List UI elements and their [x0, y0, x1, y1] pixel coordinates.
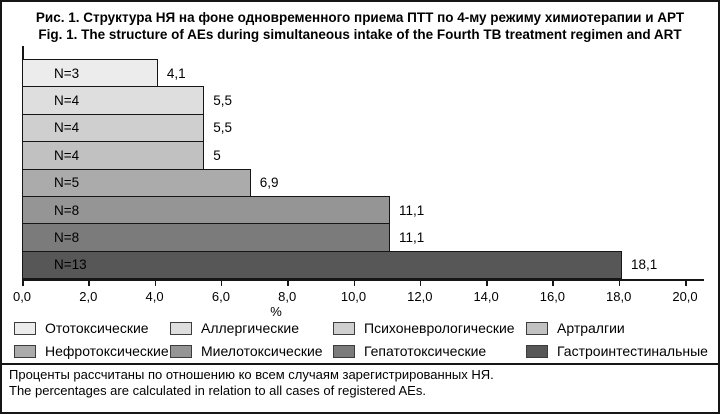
legend-label: Ототоксические: [45, 320, 149, 336]
x-axis-tick-label: 18,0: [606, 289, 632, 304]
legend-label: Миелотоксические: [201, 343, 323, 359]
bar-chart-plot-area: N=3 4,1 N=4 5,5 N=4 5,5 N=4 5 N=5 6,9 N=8 11,1 N=8 11…: [13, 46, 712, 319]
bar-n-label: N=13: [54, 257, 87, 273]
x-axis-label: %: [270, 304, 282, 319]
bar-row: N=5 6,9: [22, 168, 712, 197]
legend-swatch: [14, 321, 36, 335]
bar: N=8: [22, 195, 390, 225]
x-axis-tick: [287, 281, 289, 286]
bar-value-label: 5: [213, 147, 221, 163]
legend-item: Артралгии: [526, 320, 625, 336]
legend-label: Гепатотоксические: [364, 343, 487, 359]
bar-row: N=8 11,1: [22, 195, 712, 225]
bar-n-label: N=4: [54, 147, 80, 163]
x-axis-tick-label: 12,0: [407, 289, 433, 304]
legend-label: Психоневрологические: [364, 320, 515, 336]
legend-swatch: [170, 321, 192, 335]
x-axis-tick-label: 6,0: [211, 289, 230, 304]
bar: N=8: [22, 223, 390, 252]
figure-title-ru: Рис. 1. Структура НЯ на фоне одновременн…: [35, 10, 685, 25]
bar-row: N=4 5,5: [22, 86, 712, 115]
bar-value-label: 11,1: [399, 202, 425, 218]
legend-item: Психоневрологические: [333, 320, 515, 336]
bar: N=4: [22, 113, 205, 143]
bar-value-label: 6,9: [259, 175, 279, 191]
bar-n-label: N=5: [54, 175, 80, 191]
legend-label: Гастроинтестинальные: [557, 343, 708, 359]
legend-swatch: [526, 321, 548, 335]
x-axis-line: [22, 279, 704, 281]
x-axis-tick: [220, 281, 223, 286]
bar-n-label: N=4: [54, 120, 80, 136]
bar-n-label: N=8: [54, 202, 80, 218]
legend-swatch: [333, 321, 355, 335]
bar: N=13: [22, 250, 622, 280]
figure-title-en: Fig. 1. The structure of AEs during simu…: [38, 27, 682, 42]
bar-n-label: N=8: [54, 230, 80, 246]
bar: N=4: [22, 86, 205, 115]
x-axis-tick: [618, 281, 621, 286]
x-axis-tick: [353, 281, 355, 286]
bar-n-label: N=4: [54, 93, 80, 109]
x-axis-tick: [486, 281, 488, 286]
x-axis-tick: [22, 281, 24, 286]
x-axis-tick-label: 0,0: [12, 289, 32, 304]
bar: N=4: [22, 141, 205, 170]
footnote-ru: Проценты рассчитаны по отношению ко всем…: [9, 367, 494, 382]
legend-item: Нефротоксические: [14, 343, 169, 359]
bar-value-label: 5,5: [213, 93, 233, 109]
x-axis-tick: [685, 281, 687, 286]
legend-label: Нефротоксические: [45, 343, 169, 359]
bar-row: N=4 5,5: [22, 113, 712, 143]
legend-swatch: [14, 344, 36, 358]
legend-label: Аллергические: [201, 320, 299, 336]
footnote-separator-line: [2, 363, 718, 365]
legend-swatch: [526, 344, 548, 358]
x-axis-tick-label: 2,0: [79, 289, 98, 304]
figure-footnote: Проценты рассчитаны по отношению ко всем…: [9, 367, 711, 398]
legend-item: Ототоксические: [14, 320, 149, 336]
x-axis-tick-label: 20,0: [672, 289, 698, 304]
footnote-en: The percentages are calculated in relati…: [9, 382, 426, 398]
bar-n-label: N=3: [54, 65, 80, 81]
bar: N=3: [22, 59, 158, 88]
bar-value-label: 18,1: [631, 257, 658, 273]
legend-swatch: [170, 344, 192, 358]
x-axis-tick-label: 4,0: [145, 289, 164, 304]
legend-swatch: [333, 344, 355, 358]
figure-title: Рис. 1. Структура НЯ на фоне одновременн…: [2, 9, 718, 43]
x-axis-tick-label: 10,0: [340, 289, 367, 304]
bar-row: N=3 4,1: [22, 59, 712, 88]
legend-item: Аллергические: [170, 320, 299, 336]
bar-row: N=8 11,1: [22, 223, 712, 252]
legend-item: Миелотоксические: [170, 343, 323, 359]
x-axis-tick: [419, 281, 422, 286]
bar: N=5: [22, 168, 251, 197]
x-axis-tick-label: 16,0: [539, 289, 566, 304]
bar-value-label: 11,1: [399, 230, 425, 246]
bars-container: N=3 4,1 N=4 5,5 N=4 5,5 N=4 5 N=5 6,9 N=8 11,1 N=8 11…: [22, 59, 712, 280]
bar-row: N=4 5: [22, 141, 712, 170]
x-axis-tick: [154, 281, 157, 286]
x-axis-tick: [552, 281, 554, 286]
x-axis-tick-label: 14,0: [473, 289, 499, 304]
legend-item: Гастроинтестинальные: [526, 343, 708, 359]
legend-label: Артралгии: [557, 320, 625, 336]
x-axis-tick: [88, 281, 90, 286]
x-axis-tick-label: 8,0: [278, 289, 297, 304]
bar-value-label: 4,1: [166, 65, 186, 81]
bar-value-label: 5,5: [213, 120, 233, 136]
legend-item: Гепатотоксические: [333, 343, 486, 359]
bar-row: N=13 18,1: [22, 250, 712, 280]
